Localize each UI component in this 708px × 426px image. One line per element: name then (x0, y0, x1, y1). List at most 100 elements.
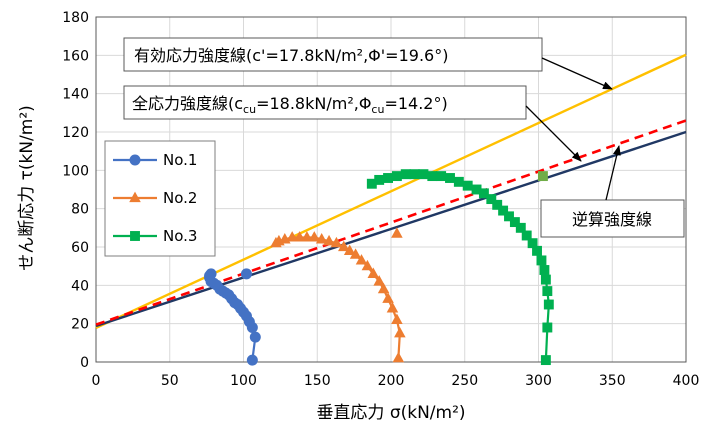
data-point (498, 205, 509, 216)
data-point (386, 302, 399, 313)
data-point (462, 180, 473, 191)
total-annotation-arrow (525, 105, 582, 162)
y-tick-label: 0 (80, 355, 89, 371)
strength-line (95, 130, 687, 328)
data-point (130, 231, 140, 241)
x-tick-label: 250 (451, 373, 478, 389)
data-point (338, 240, 350, 252)
data-point (515, 222, 526, 233)
data-point (509, 217, 520, 228)
y-tick-label: 40 (71, 278, 89, 294)
effective-annotation: 有効応力強度線(c'=17.8kN/m²,Φ'=19.6°) (134, 46, 448, 65)
x-tick-label: 0 (92, 373, 101, 389)
y-axis-title: せん断応力 τ(kN/m²) (17, 105, 37, 271)
legend: No.1 No.2 No.3 (104, 140, 216, 257)
data-point (249, 331, 261, 343)
data-point (478, 188, 489, 199)
total-annotation: 全応力強度線(ccu=18.8kN/m²,Φcu=14.2°) (132, 94, 448, 116)
back-annotation-arrow (605, 145, 621, 201)
data-point (361, 259, 374, 271)
total-annotation-prefix: 全応力強度線(c (132, 94, 243, 113)
data-point (246, 354, 258, 366)
data-point (366, 178, 377, 189)
data-point (392, 351, 405, 363)
data-point (542, 322, 553, 333)
plot-area (95, 16, 687, 363)
series-No.2 (270, 231, 406, 363)
legend-item: No.1 (113, 151, 197, 169)
data-point (542, 286, 553, 297)
data-point (409, 169, 420, 180)
data-point (205, 268, 217, 280)
data-point (374, 174, 385, 185)
data-point (453, 176, 464, 187)
y-tick-label: 20 (71, 317, 89, 333)
back-annotation: 逆算強度線 (572, 210, 652, 229)
data-point (373, 275, 385, 286)
y-tick-label: 80 (71, 202, 89, 218)
y-tick-label: 120 (62, 125, 89, 141)
data-series (204, 169, 554, 366)
data-point (527, 238, 538, 249)
data-point (427, 171, 438, 182)
data-point (240, 268, 252, 280)
legend-label: No.3 (163, 227, 197, 245)
data-point (471, 184, 482, 195)
data-point (308, 231, 321, 242)
data-point (270, 236, 282, 248)
x-tick-label: 50 (161, 373, 179, 389)
y-tick-label: 180 (62, 10, 89, 26)
data-point (343, 244, 356, 255)
data-point (486, 194, 497, 205)
y-tick-label: 160 (62, 48, 89, 64)
x-tick-label: 150 (304, 373, 331, 389)
data-point (349, 248, 362, 259)
data-point (400, 169, 411, 180)
total-annotation-box (123, 85, 527, 120)
effective-annotation-box (123, 37, 543, 72)
x-tick-label: 100 (230, 373, 257, 389)
legend-label: No.2 (163, 189, 197, 207)
tick-labels: 0 20 40 60 80 100 120 140 160 180 0 50 100 150 200 250 3… (62, 10, 699, 389)
data-point (355, 254, 368, 265)
data-point (286, 231, 298, 242)
data-point (394, 326, 406, 338)
legend-label: No.1 (163, 151, 197, 169)
total-annotation-suffix: =14.2°) (384, 94, 447, 113)
data-point (539, 265, 550, 275)
data-point (383, 173, 393, 183)
data-point (377, 282, 390, 294)
legend-item: No.2 (113, 189, 197, 207)
data-point (537, 171, 548, 182)
data-point (418, 169, 429, 180)
x-tick-label: 200 (378, 373, 405, 389)
y-tick-label: 140 (62, 87, 89, 103)
total-annotation-mid: =18.8kN/m²,Φ (256, 94, 371, 113)
data-point (543, 299, 554, 310)
data-point (301, 231, 313, 242)
series-No.1 (204, 268, 261, 366)
data-point (391, 313, 403, 324)
data-point (504, 211, 514, 222)
data-point (436, 171, 447, 182)
data-point (367, 267, 380, 278)
x-tick-label: 400 (673, 373, 700, 389)
legend-item: No.3 (113, 227, 197, 245)
strength-line (95, 53, 687, 329)
data-point (129, 191, 141, 203)
data-point (391, 171, 402, 182)
data-point (445, 173, 455, 183)
data-point (536, 255, 547, 266)
x-axis-title: 垂直応力 σ(kN/m²) (316, 403, 465, 423)
data-point (382, 292, 394, 303)
total-annotation-sub1: cu (243, 103, 256, 116)
back-annotation-box (540, 199, 685, 238)
data-point (492, 199, 503, 210)
effective-annotation-arrow (541, 57, 613, 90)
data-point (391, 227, 403, 238)
data-point (540, 355, 551, 366)
data-point (293, 231, 306, 242)
strength-lines (95, 53, 687, 329)
data-point (540, 274, 551, 285)
